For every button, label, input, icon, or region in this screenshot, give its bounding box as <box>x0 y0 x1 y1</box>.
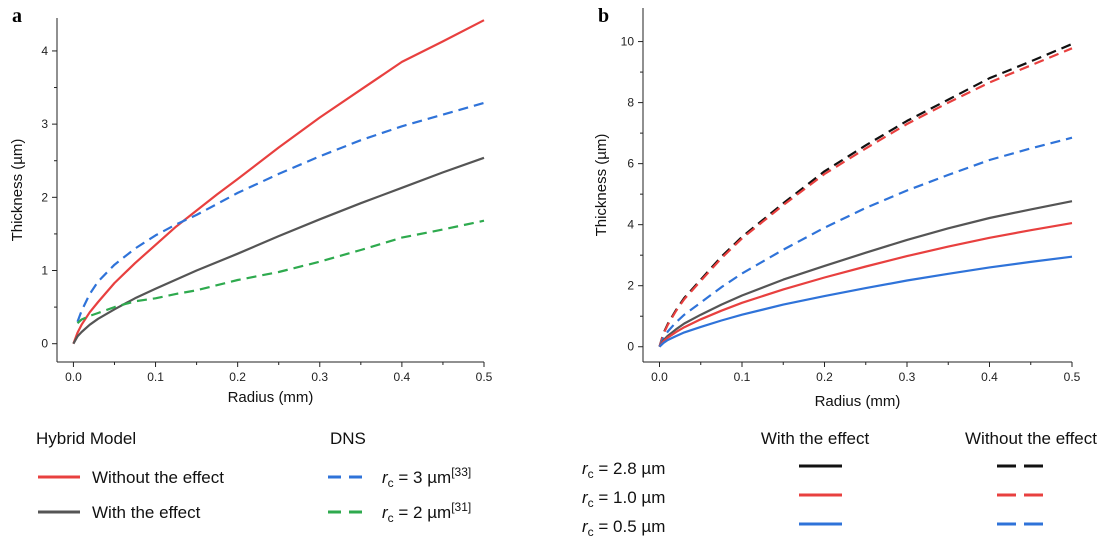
panel-letter: a <box>12 5 22 27</box>
x-tick-label: 0.1 <box>734 370 751 384</box>
legend-text-sup: [31] <box>451 500 471 514</box>
legend-text-sup: [33] <box>451 465 471 479</box>
legend-text-sub: c <box>588 525 594 539</box>
x-tick-label: 0.2 <box>229 370 246 384</box>
series-line-4 <box>76 219 485 325</box>
chart-panel-b: b 0.0 0.1 0.2 0.3 0.4 0.5 0 2 4 6 8 10 Radius (mm) Thi… <box>593 5 1081 410</box>
series-line-3 <box>658 136 1073 348</box>
legend-text-var: r <box>582 459 589 478</box>
y-tick-label: 1 <box>41 264 48 278</box>
series-line-1 <box>658 42 1073 348</box>
y-tick-label: 6 <box>627 157 634 171</box>
series-line-5 <box>658 222 1073 348</box>
x-axis-label: Radius (mm) <box>228 389 314 406</box>
legend-text-sub: c <box>388 511 394 525</box>
legend-text-var: r <box>582 517 589 536</box>
legend-text-rest: = 3 µm <box>394 468 452 487</box>
x-tick-label: 0.4 <box>394 370 411 384</box>
series-line-1 <box>72 19 485 345</box>
y-tick-label: 2 <box>41 190 48 204</box>
x-tick-label: 0.2 <box>816 370 833 384</box>
y-tick-label: 4 <box>41 44 48 58</box>
y-tick-label: 0 <box>627 340 634 354</box>
y-tick-label: 10 <box>621 35 635 49</box>
legend-entry-label: Without the effect <box>92 468 224 487</box>
y-axis-label: Thickness (µm) <box>593 134 610 237</box>
panel-letter: b <box>598 5 609 27</box>
legend-text-sub: c <box>588 467 594 481</box>
series-line-2 <box>72 156 485 345</box>
legend-text-rest: = 1.0 µm <box>594 488 666 507</box>
legend-text-rest: = 0.5 µm <box>594 517 666 536</box>
series-line-6 <box>658 255 1073 348</box>
x-tick-label: 0.5 <box>476 370 493 384</box>
legend-entry-label: rc = 2 µm[31] <box>382 500 471 525</box>
legend-text-sub: c <box>388 476 394 490</box>
y-tick-label: 0 <box>41 337 48 351</box>
x-tick-label: 0.0 <box>651 370 668 384</box>
legend-text-var: r <box>382 503 389 522</box>
legend-entry-label: rc = 3 µm[33] <box>382 465 471 490</box>
y-tick-label: 4 <box>627 218 634 232</box>
series-line-3 <box>76 101 485 323</box>
series-line-2 <box>658 47 1073 348</box>
legend-row-label: rc = 2.8 µm <box>582 459 665 481</box>
x-tick-label: 0.3 <box>311 370 328 384</box>
legend-text-rest: = 2 µm <box>394 503 452 522</box>
legend-column-without: Without the effect <box>965 429 1097 448</box>
legend-text-var: r <box>582 488 589 507</box>
legend-a: Hybrid Model Without the effect With the e… <box>36 429 471 525</box>
x-tick-label: 0.5 <box>1064 370 1081 384</box>
series-line-4 <box>658 200 1073 348</box>
x-tick-label: 0.3 <box>899 370 916 384</box>
legend-group-title: DNS <box>330 429 366 448</box>
legend-text-rest: = 2.8 µm <box>594 459 666 478</box>
legend-group-title: Hybrid Model <box>36 429 136 448</box>
y-tick-label: 8 <box>627 96 634 110</box>
x-tick-label: 0.4 <box>981 370 998 384</box>
y-axis-label: Thickness (µm) <box>9 139 26 242</box>
y-tick-label: 2 <box>627 279 634 293</box>
legend-text-var: r <box>382 468 389 487</box>
legend-row-label: rc = 0.5 µm <box>582 517 665 539</box>
x-tick-label: 0.1 <box>147 370 164 384</box>
x-tick-label: 0.0 <box>65 370 82 384</box>
legend-entry-label: With the effect <box>92 503 201 522</box>
legend-column-with: With the effect <box>761 429 870 448</box>
y-tick-label: 3 <box>41 117 48 131</box>
legend-row-label: rc = 1.0 µm <box>582 488 665 510</box>
x-axis-label: Radius (mm) <box>815 393 901 410</box>
legend-text-sub: c <box>588 496 594 510</box>
chart-panel-a: a 0.0 0.1 0.2 0.3 0.4 0.5 0 1 2 3 4 Radius (mm) Thick… <box>9 5 493 406</box>
